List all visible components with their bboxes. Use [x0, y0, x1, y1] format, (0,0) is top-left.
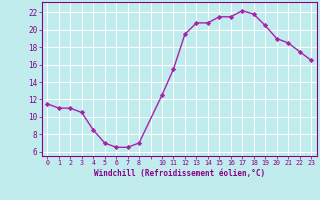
- X-axis label: Windchill (Refroidissement éolien,°C): Windchill (Refroidissement éolien,°C): [94, 169, 265, 178]
